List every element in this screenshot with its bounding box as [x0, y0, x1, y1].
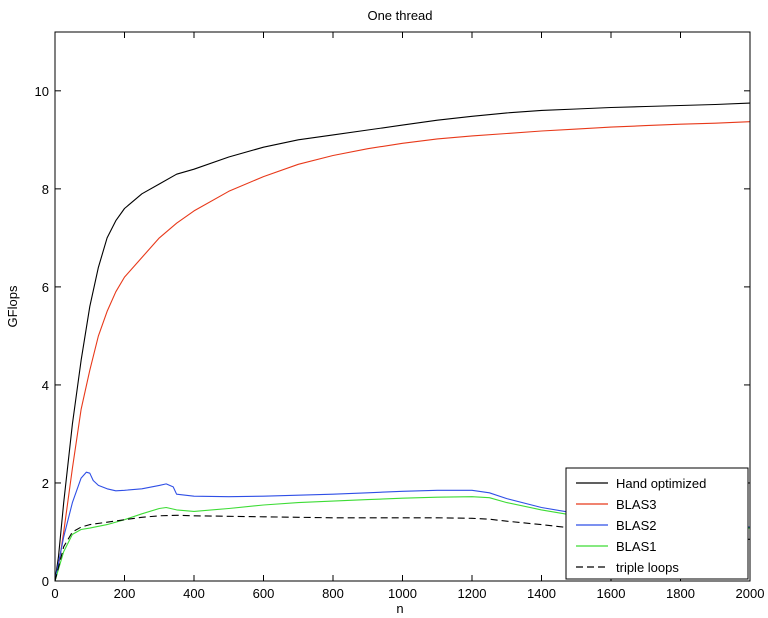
- series-line-blas2: [54, 471, 751, 582]
- legend-label: triple loops: [616, 560, 679, 575]
- y-tick-label: 2: [42, 476, 49, 491]
- x-tick-label: 1400: [527, 586, 556, 601]
- x-tick-label: 2000: [736, 586, 765, 601]
- x-tick-label: 400: [183, 586, 205, 601]
- legend-label: BLAS1: [616, 539, 656, 554]
- y-tick-label: 0: [42, 574, 49, 589]
- x-tick-label: 800: [322, 586, 344, 601]
- y-tick-label: 6: [42, 280, 49, 295]
- y-tick-label: 10: [35, 84, 49, 99]
- series-line-hand-optimized: [54, 102, 751, 582]
- ticks-layer: 0 200 400 600 800 1000 1200 1400 1600 1800 2000 0 2 4…: [35, 32, 765, 601]
- x-tick-label: 1200: [458, 586, 487, 601]
- legend-label: BLAS2: [616, 518, 656, 533]
- y-axis-label: GFlops: [5, 285, 20, 327]
- x-axis-label: n: [396, 601, 403, 616]
- legend-label: BLAS3: [616, 497, 656, 512]
- series-layer: [54, 102, 751, 582]
- x-tick-label: 200: [114, 586, 136, 601]
- x-tick-label: 600: [253, 586, 275, 601]
- x-tick-label: 0: [51, 586, 58, 601]
- x-tick-label: 1600: [597, 586, 626, 601]
- legend-box: [565, 467, 749, 580]
- chart-title: One thread: [367, 8, 432, 23]
- legend: Hand optimized BLAS3 BLAS2 BLAS1 triple loop…: [565, 467, 749, 580]
- x-tick-label: 1000: [388, 586, 417, 601]
- legend-label: Hand optimized: [616, 476, 706, 491]
- x-tick-label: 1800: [666, 586, 695, 601]
- y-tick-label: 8: [42, 182, 49, 197]
- series-line-blas3: [54, 121, 751, 582]
- y-tick-label: 4: [42, 378, 49, 393]
